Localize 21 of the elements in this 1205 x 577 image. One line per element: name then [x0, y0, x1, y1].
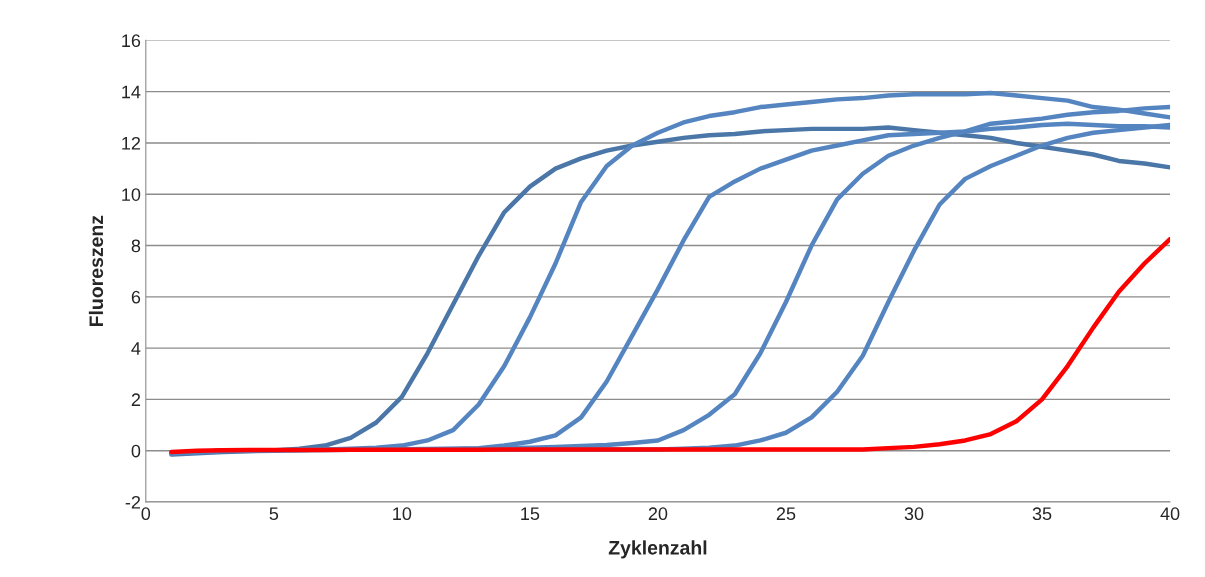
x-tick-label: 10 — [393, 507, 412, 521]
y-tick-label: 14 — [122, 85, 141, 99]
y-tick-label: 0 — [131, 444, 141, 458]
x-tick-label: 35 — [1032, 507, 1052, 521]
x-tick-label: 40 — [1160, 507, 1180, 521]
x-tick-label: 0 — [141, 507, 151, 521]
y-tick-label: 2 — [131, 393, 141, 406]
y-axis-title: Fluoreszenz — [88, 215, 104, 327]
y-tick-label: 6 — [131, 290, 141, 304]
x-tick-label: 20 — [648, 507, 668, 521]
y-tick-label: 4 — [131, 342, 141, 355]
y-tick-label: 16 — [122, 34, 141, 48]
x-tick-label: 15 — [521, 507, 540, 521]
x-tick-label: 30 — [904, 507, 924, 521]
x-tick-label: 25 — [776, 507, 796, 521]
y-tick-label: 10 — [122, 188, 141, 201]
x-tick-label: 5 — [269, 507, 279, 521]
y-tick-label: 8 — [131, 239, 141, 253]
y-tick-label: -2 — [125, 495, 141, 509]
y-tick-label: 12 — [122, 136, 141, 150]
x-axis-title: Zyklenzahl — [608, 540, 707, 559]
